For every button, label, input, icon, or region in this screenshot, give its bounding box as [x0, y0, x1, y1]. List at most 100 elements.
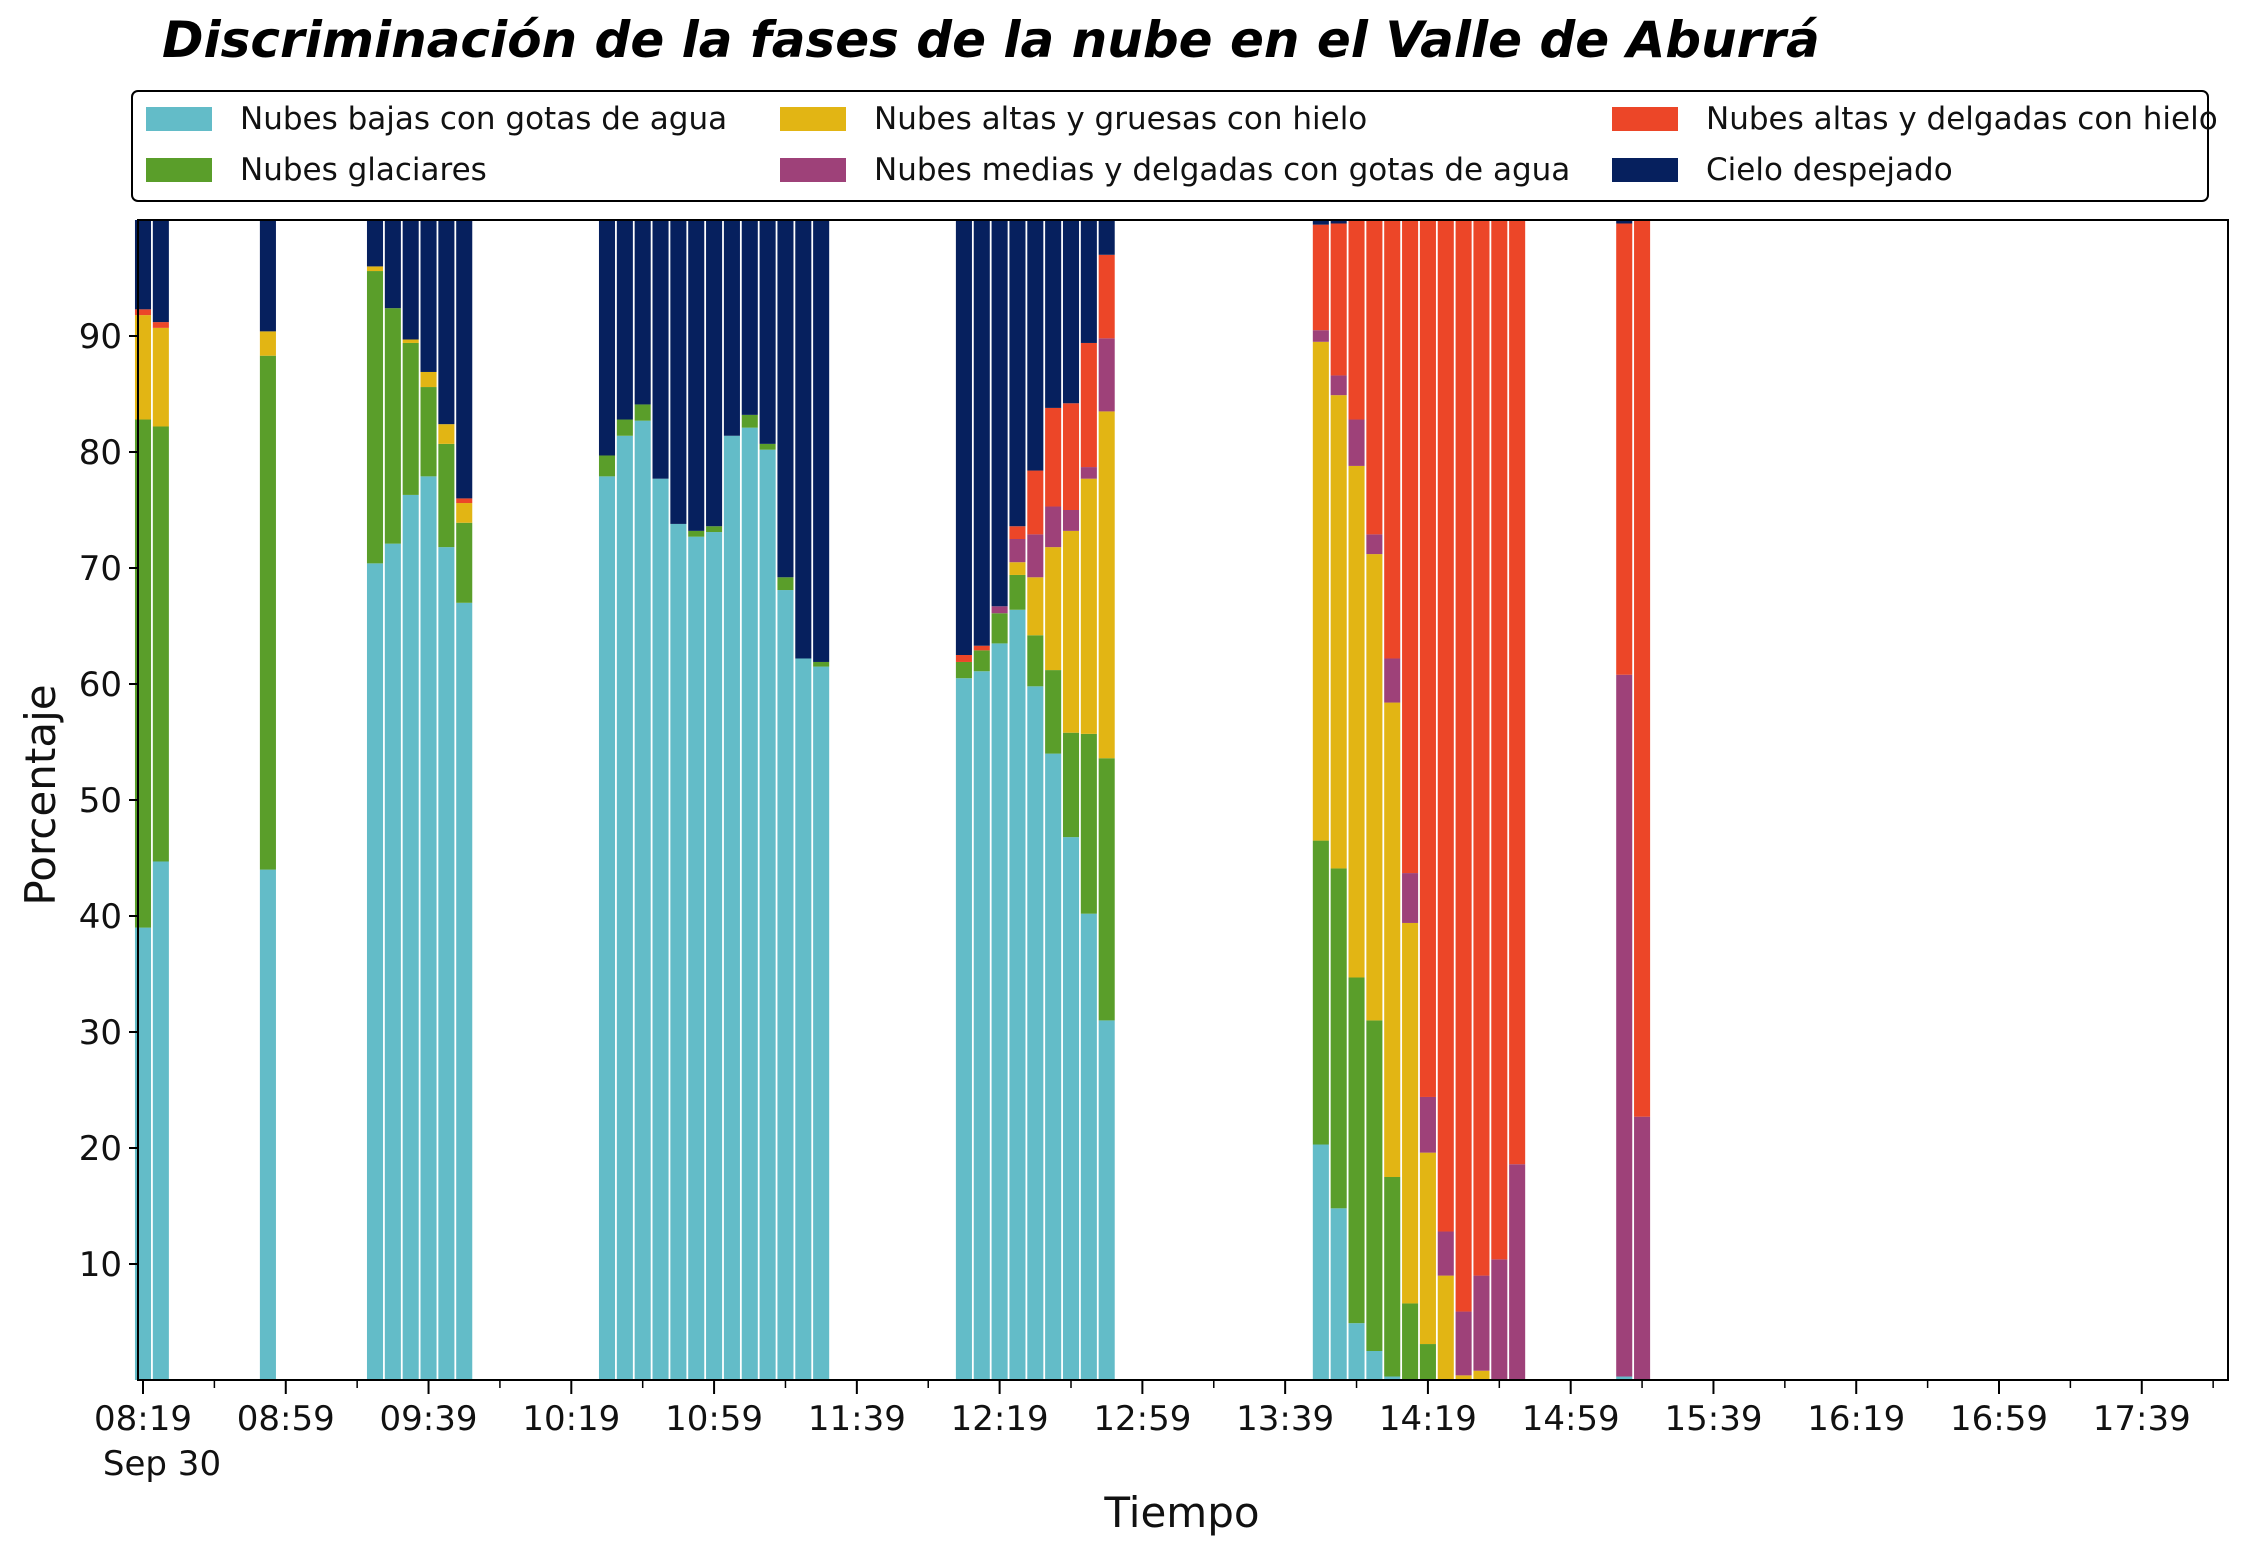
bar-12:34-altas_gruesas [1045, 547, 1062, 671]
bar-12:34-despejado [1045, 220, 1062, 408]
bar-13:59-medias_delgadas [1348, 419, 1365, 466]
bar-12:39-despejado [1062, 220, 1080, 404]
bar-10:29-glaciares [598, 455, 616, 477]
bar-09:44-altas_gruesas [438, 424, 455, 444]
x-tick-label: 15:39 [1664, 1399, 1762, 1439]
bar-14:04-bajas [1366, 1351, 1383, 1380]
legend-swatch-despejado [1612, 158, 1678, 182]
bar-14:19-glaciares [1419, 1344, 1436, 1380]
bar-14:44-altas_delgadas [1509, 220, 1526, 1165]
bar-14:04-glaciares [1366, 1020, 1383, 1351]
bar-15:19-altas_delgadas [1634, 220, 1651, 1117]
bar-09:44-glaciares [438, 443, 455, 548]
bar-14:09-glaciares [1384, 1177, 1401, 1377]
legend-frame [131, 90, 2209, 202]
bar-14:29-altas_gruesas [1455, 1375, 1472, 1380]
bar-08:54-despejado [259, 220, 276, 332]
bar-12:49-altas_delgadas [1098, 254, 1115, 339]
bar-08:24-despejado [152, 220, 169, 323]
bar-10:49-bajas [670, 523, 687, 1380]
bar-11:14-bajas [759, 449, 776, 1380]
bar-12:24-despejado [1009, 220, 1026, 527]
bar-08:19-altas_delgadas [134, 309, 152, 316]
bar-09:39-glaciares [420, 387, 437, 477]
x-tick-label: 13:39 [1236, 1399, 1334, 1439]
bar-13:49-altas_gruesas [1312, 341, 1329, 841]
bar-11:19-glaciares [777, 577, 794, 591]
bar-12:49-altas_gruesas [1098, 411, 1115, 759]
plot-area: 10 20 30 40 50 60 70 80 90 08:19 08:59 09:39 10:19 1… [79, 219, 2229, 1439]
legend-label-altas_delgadas: Nubes altas y delgadas con hielo [1706, 101, 2218, 137]
x-axis: 08:19 08:59 09:39 10:19 10:59 11:39 12:19 12:59… [94, 1380, 2214, 1439]
bar-12:39-medias_delgadas [1062, 510, 1080, 531]
bar-13:49-medias_delgadas [1312, 330, 1329, 342]
bar-12:44-medias_delgadas [1080, 467, 1097, 479]
bar-09:34-glaciares [402, 342, 419, 495]
bar-09:49-despejado [456, 220, 473, 499]
bar-12:39-bajas [1062, 837, 1080, 1380]
legend-swatch-bajas [146, 107, 212, 131]
bar-14:39-medias_delgadas [1491, 1259, 1508, 1380]
x-tick-label: 08:59 [237, 1399, 335, 1439]
bar-09:24-altas_gruesas [366, 266, 384, 272]
bar-11:19-despejado [777, 220, 794, 578]
bar-08:24-glaciares [152, 426, 169, 862]
bar-14:29-medias_delgadas [1455, 1311, 1472, 1376]
legend-label-medias_delgadas: Nubes medias y delgadas con gotas de agu… [874, 152, 1570, 188]
bar-12:49-despejado [1098, 220, 1115, 255]
bar-12:39-altas_gruesas [1062, 530, 1080, 733]
bar-12:34-bajas [1045, 753, 1062, 1380]
legend-label-glaciares: Nubes glaciares [240, 152, 487, 188]
x-tick-label: 08:19 [94, 1399, 192, 1439]
bar-12:19-medias_delgadas [991, 606, 1008, 614]
bar-09:29-despejado [384, 220, 401, 309]
bar-09:49-glaciares [456, 522, 473, 603]
bar-12:29-altas_delgadas [1027, 470, 1044, 535]
bar-08:54-altas_gruesas [259, 331, 276, 356]
y-tick-label: 90 [79, 317, 122, 357]
bar-12:34-glaciares [1045, 670, 1062, 754]
y-tick-label: 10 [79, 1245, 122, 1285]
x-tick-label: 12:59 [1093, 1399, 1191, 1439]
bar-14:24-altas_gruesas [1437, 1275, 1454, 1380]
bar-13:59-glaciares [1348, 977, 1365, 1324]
bar-12:24-altas_gruesas [1009, 562, 1026, 575]
bar-10:54-glaciares [688, 530, 705, 537]
bar-14:14-medias_delgadas [1402, 873, 1419, 923]
bar-10:29-bajas [598, 476, 616, 1380]
bar-13:49-despejado [1312, 220, 1329, 225]
bar-12:34-medias_delgadas [1045, 506, 1062, 548]
bar-13:59-bajas [1348, 1323, 1365, 1380]
bar-11:24-despejado [795, 220, 812, 659]
bar-11:04-despejado [723, 220, 740, 436]
y-axis-label: Porcentaje [16, 684, 65, 905]
bar-12:29-despejado [1027, 220, 1044, 471]
chart-title: Discriminación de la fases de la nube en… [162, 11, 1820, 69]
bar-11:29-despejado [813, 220, 830, 662]
bar-12:14-altas_delgadas [973, 645, 990, 651]
bar-10:44-bajas [652, 478, 669, 1380]
legend: Nubes bajas con gotas de agua Nubes glaci… [131, 90, 2218, 202]
bar-14:14-altas_delgadas [1402, 220, 1419, 874]
bar-12:44-bajas [1080, 913, 1097, 1380]
bar-13:49-bajas [1312, 1144, 1329, 1380]
bar-09:49-bajas [456, 602, 473, 1380]
bar-14:19-altas_delgadas [1419, 220, 1436, 1097]
bar-10:34-despejado [616, 220, 633, 420]
bar-14:19-altas_gruesas [1419, 1152, 1436, 1345]
x-tick-label: 14:59 [1522, 1399, 1620, 1439]
y-axis: 10 20 30 40 50 60 70 80 90 [79, 317, 138, 1285]
bar-14:04-medias_delgadas [1366, 534, 1383, 555]
legend-swatch-glaciares [146, 158, 212, 182]
bar-11:04-bajas [723, 435, 740, 1380]
x-tick-label: 10:19 [522, 1399, 620, 1439]
bar-14:34-altas_gruesas [1473, 1370, 1490, 1380]
x-tick-label: 09:39 [380, 1399, 478, 1439]
bar-12:39-glaciares [1062, 732, 1080, 838]
bar-14:34-medias_delgadas [1473, 1275, 1490, 1371]
legend-swatch-medias_delgadas [780, 158, 846, 182]
bar-13:54-altas_gruesas [1330, 395, 1347, 869]
legend-swatch-altas_gruesas [780, 107, 846, 131]
bar-11:24-bajas [795, 658, 812, 1380]
